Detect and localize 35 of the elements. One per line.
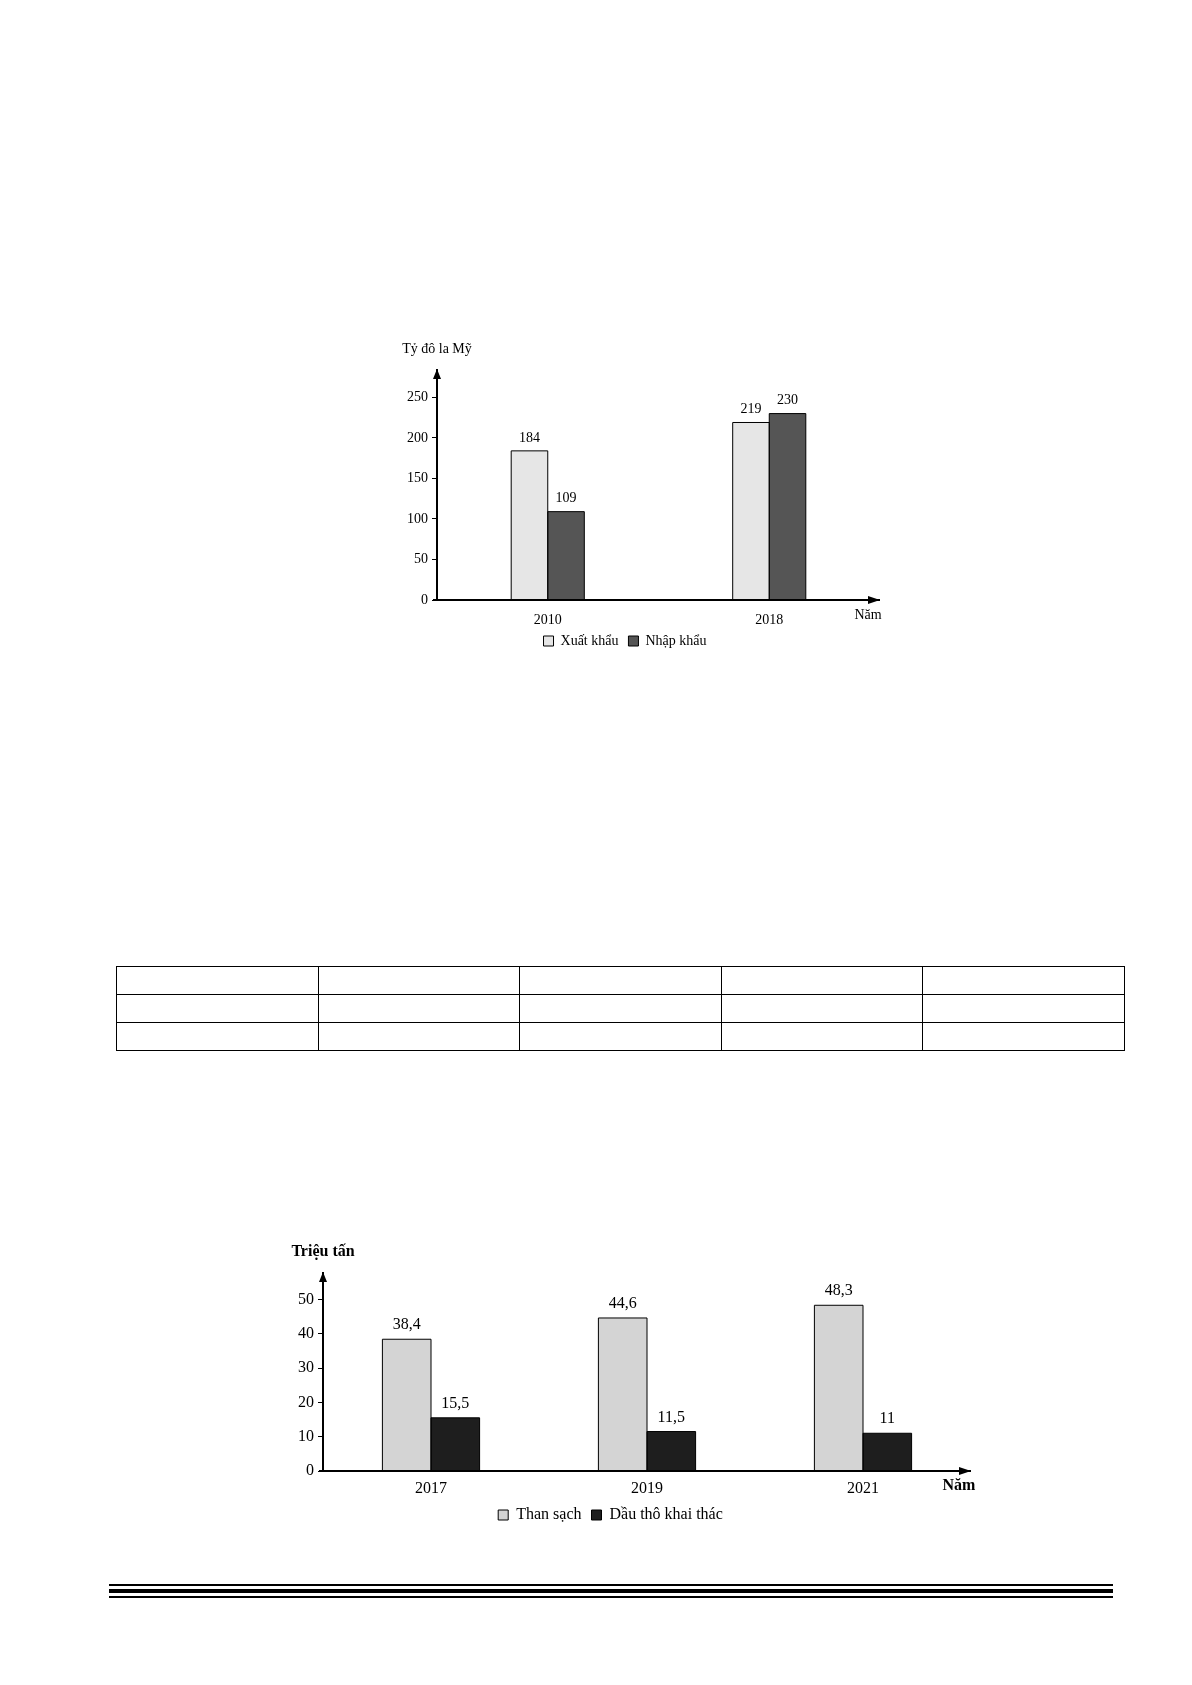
- x-axis-title: Năm: [942, 1476, 977, 1494]
- y-tick-label: 200: [407, 429, 428, 445]
- y-tick-label: 20: [298, 1392, 314, 1410]
- y-tick-label: 0: [421, 591, 428, 607]
- y-tick-label: 100: [407, 510, 428, 526]
- y-axis-title: Triệu tấn: [291, 1242, 355, 1261]
- y-tick-label: 40: [298, 1323, 314, 1341]
- data-label: 38,4: [392, 1315, 421, 1333]
- y-tick-label: 250: [407, 389, 428, 405]
- y-tick-label: 50: [414, 551, 428, 567]
- x-axis-title: Năm: [854, 606, 882, 622]
- x-tick-label: 2019: [631, 1478, 663, 1496]
- data-label: 15,5: [441, 1394, 470, 1412]
- data-label: 11: [879, 1409, 895, 1427]
- legend-label: Nhập khẩu: [645, 632, 707, 648]
- y-tick-label: 30: [298, 1358, 314, 1376]
- legend-label: Dầu thô khai thác: [609, 1505, 723, 1523]
- x-tick-label: 2017: [415, 1478, 447, 1496]
- data-label: 44,6: [608, 1294, 637, 1312]
- legend-label: Than sạch: [516, 1505, 582, 1523]
- data-label: 230: [777, 392, 799, 408]
- data-label: 11,5: [657, 1407, 685, 1425]
- y-axis-title: Tỷ đô la Mỹ: [402, 340, 472, 356]
- data-label: 109: [555, 490, 577, 506]
- y-tick-label: 50: [298, 1289, 314, 1307]
- y-tick-label: 0: [306, 1461, 314, 1479]
- data-label: 184: [518, 429, 540, 445]
- x-tick-label: 2018: [755, 612, 784, 628]
- x-tick-label: 2021: [847, 1478, 879, 1496]
- x-tick-label: 2010: [533, 612, 562, 628]
- data-label: 219: [740, 401, 762, 417]
- legend-label: Xuất khẩu: [560, 632, 619, 648]
- y-tick-label: 10: [298, 1426, 314, 1444]
- data-label: 48,3: [824, 1281, 853, 1299]
- y-tick-label: 150: [407, 470, 428, 486]
